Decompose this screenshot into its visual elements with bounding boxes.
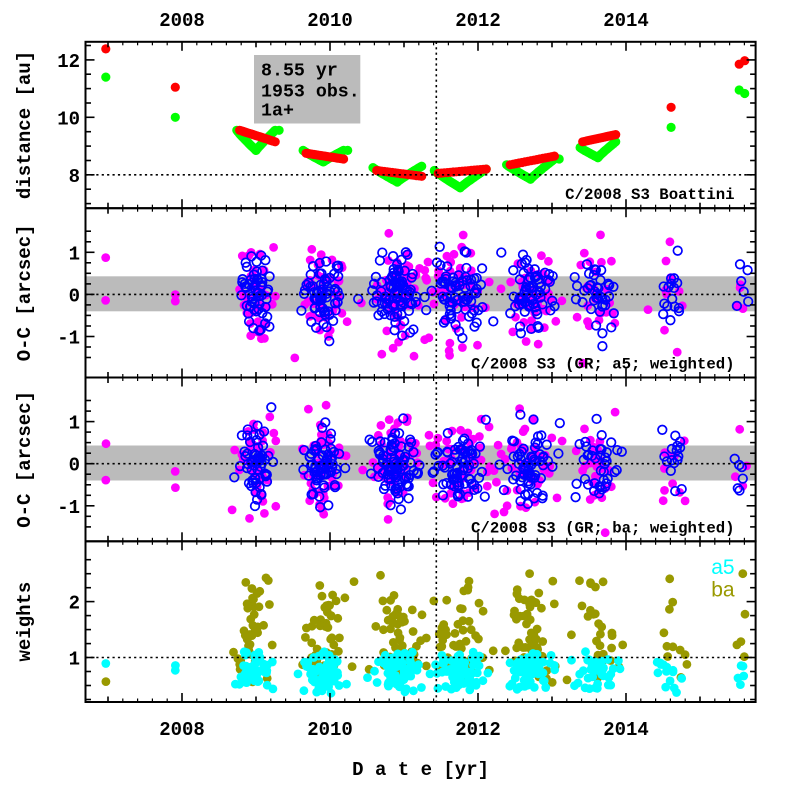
svg-text:2014: 2014 bbox=[603, 719, 649, 741]
svg-text:distance [au]: distance [au] bbox=[14, 51, 36, 199]
svg-text:10: 10 bbox=[57, 108, 80, 130]
svg-text:-1: -1 bbox=[57, 497, 80, 519]
svg-text:O-C [arcsec]: O-C [arcsec] bbox=[14, 224, 36, 361]
svg-text:2014: 2014 bbox=[603, 10, 649, 32]
svg-text:0: 0 bbox=[69, 285, 80, 307]
svg-text:1: 1 bbox=[69, 243, 80, 265]
svg-text:2008: 2008 bbox=[159, 719, 205, 741]
svg-text:1953 obs.: 1953 obs. bbox=[261, 82, 360, 102]
svg-text:2: 2 bbox=[69, 593, 80, 615]
svg-text:C/2008 S3 Boattini: C/2008 S3 Boattini bbox=[565, 186, 734, 204]
svg-text:weights: weights bbox=[14, 582, 36, 662]
svg-text:0: 0 bbox=[69, 455, 80, 477]
svg-text:O-C [arcsec]: O-C [arcsec] bbox=[14, 391, 36, 528]
svg-text:D a t e [yr]: D a t e [yr] bbox=[352, 759, 489, 781]
svg-text:1: 1 bbox=[69, 649, 80, 671]
svg-text:2010: 2010 bbox=[307, 10, 353, 32]
svg-text:8.55 yr: 8.55 yr bbox=[261, 62, 338, 82]
svg-text:1a+: 1a+ bbox=[261, 102, 294, 122]
svg-text:12: 12 bbox=[57, 51, 80, 73]
svg-text:2012: 2012 bbox=[455, 10, 501, 32]
svg-text:2008: 2008 bbox=[159, 10, 205, 32]
svg-text:2012: 2012 bbox=[455, 719, 501, 741]
svg-text:ba: ba bbox=[711, 578, 735, 601]
svg-text:8: 8 bbox=[69, 166, 80, 188]
svg-text:a5: a5 bbox=[711, 556, 734, 579]
svg-text:C/2008 S3 (GR; ba; weighted): C/2008 S3 (GR; ba; weighted) bbox=[471, 519, 735, 537]
svg-text:C/2008 S3 (GR; a5; weighted): C/2008 S3 (GR; a5; weighted) bbox=[471, 356, 735, 374]
svg-text:1: 1 bbox=[69, 413, 80, 435]
svg-text:2010: 2010 bbox=[307, 719, 353, 741]
svg-text:-1: -1 bbox=[57, 328, 80, 350]
